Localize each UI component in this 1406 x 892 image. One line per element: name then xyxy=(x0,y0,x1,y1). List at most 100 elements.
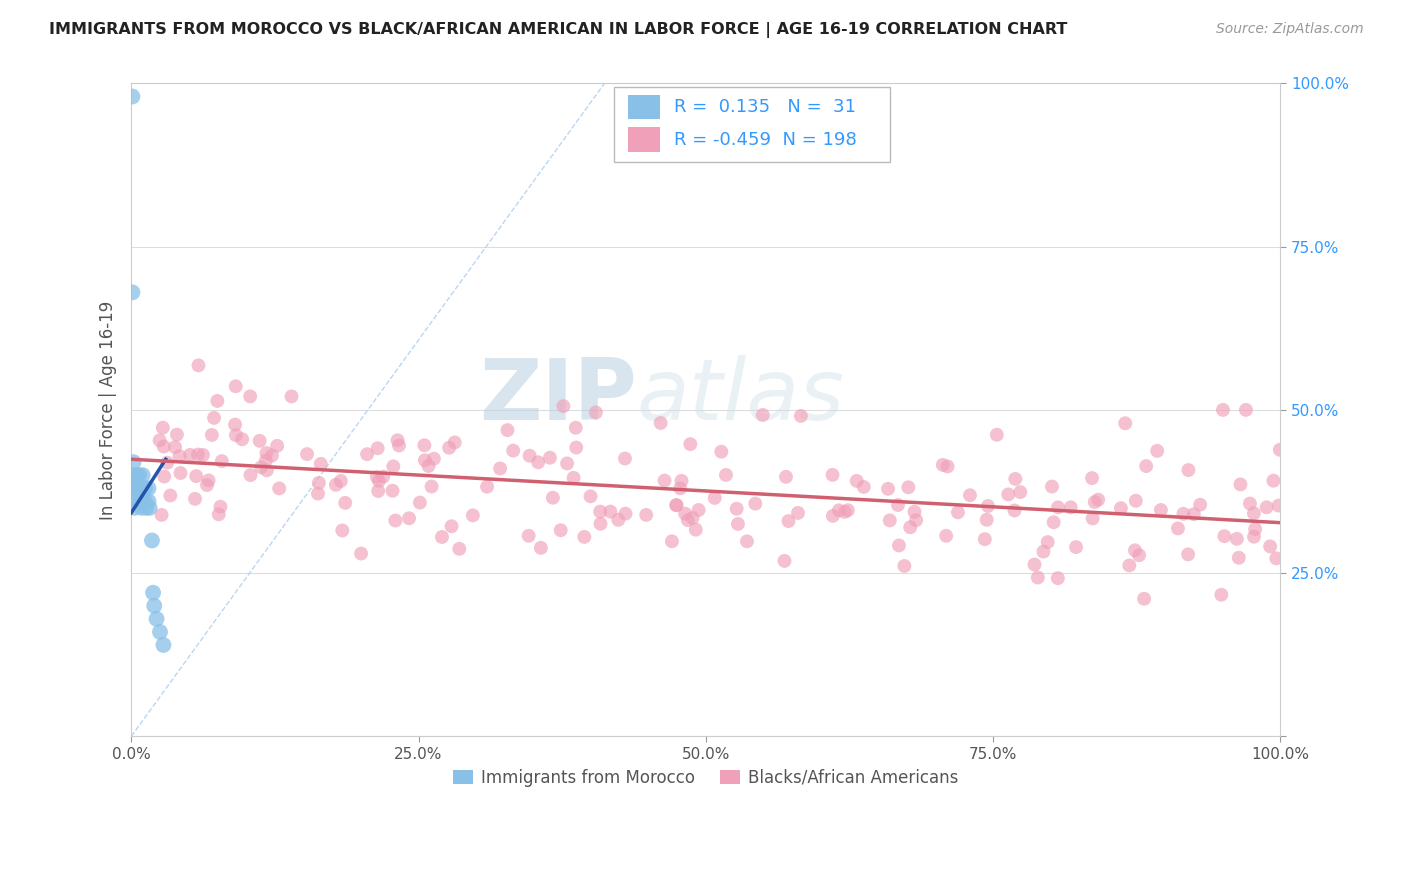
Point xyxy=(669,481,692,495)
Point xyxy=(787,506,810,520)
Point xyxy=(614,507,637,521)
Point xyxy=(256,463,278,477)
Point xyxy=(665,498,688,512)
Legend: Immigrants from Morocco, Blacks/African Americans: Immigrants from Morocco, Blacks/African … xyxy=(446,762,966,793)
Point xyxy=(1211,588,1233,602)
Point xyxy=(150,508,173,522)
Point xyxy=(725,501,748,516)
Point xyxy=(973,532,995,546)
Point xyxy=(125,481,148,495)
Point xyxy=(565,441,588,455)
Point xyxy=(897,480,920,494)
Point xyxy=(367,442,389,456)
Point xyxy=(330,524,353,538)
Point xyxy=(932,458,955,472)
Point xyxy=(1177,463,1199,477)
Bar xyxy=(627,95,659,120)
Point xyxy=(650,416,672,430)
Point xyxy=(636,508,658,522)
Point xyxy=(1167,521,1189,535)
Point xyxy=(209,500,232,514)
Point xyxy=(935,529,957,543)
Point xyxy=(129,494,152,508)
Point xyxy=(413,438,436,452)
Point xyxy=(1118,558,1140,573)
Point xyxy=(387,434,409,448)
FancyBboxPatch shape xyxy=(614,87,890,161)
Point xyxy=(201,428,224,442)
Point xyxy=(149,434,172,448)
Point xyxy=(1032,544,1054,558)
Point xyxy=(673,507,696,521)
Point xyxy=(134,481,156,495)
Point xyxy=(131,500,153,515)
Point xyxy=(125,481,148,495)
Point xyxy=(152,420,174,434)
Point xyxy=(149,624,172,639)
Point xyxy=(443,435,465,450)
Point xyxy=(688,503,710,517)
Point xyxy=(231,432,253,446)
Point xyxy=(821,508,844,523)
Point xyxy=(898,520,921,534)
Point xyxy=(751,408,773,422)
Point xyxy=(437,441,460,455)
Point xyxy=(1258,540,1281,554)
Point xyxy=(135,500,157,515)
Point xyxy=(550,523,572,537)
Point xyxy=(134,494,156,508)
Point xyxy=(420,479,443,493)
Point xyxy=(142,585,165,599)
Point xyxy=(138,481,160,495)
Point xyxy=(367,474,389,488)
Point xyxy=(676,513,699,527)
Point xyxy=(409,495,432,509)
Point xyxy=(121,89,143,103)
Point xyxy=(727,516,749,531)
Point xyxy=(197,474,219,488)
Point xyxy=(381,483,404,498)
Point xyxy=(250,460,273,475)
Point xyxy=(773,554,796,568)
Point xyxy=(124,494,146,508)
Point xyxy=(589,505,612,519)
Point xyxy=(1084,495,1107,509)
Point xyxy=(614,451,637,466)
Point xyxy=(1004,503,1026,517)
Point xyxy=(1042,516,1064,530)
Point xyxy=(423,451,446,466)
Point xyxy=(1212,403,1234,417)
Point xyxy=(156,456,179,470)
Point xyxy=(350,547,373,561)
Point xyxy=(475,480,498,494)
Point xyxy=(502,443,524,458)
Point xyxy=(986,427,1008,442)
Point xyxy=(208,508,231,522)
Point xyxy=(589,516,612,531)
Point xyxy=(122,455,145,469)
Point xyxy=(744,497,766,511)
Point xyxy=(388,438,411,452)
Point xyxy=(530,541,553,555)
Point xyxy=(845,474,868,488)
Point xyxy=(1189,498,1212,512)
Point xyxy=(249,434,271,448)
Point xyxy=(714,467,737,482)
Point xyxy=(893,559,915,574)
Point xyxy=(946,505,969,519)
Point xyxy=(1123,543,1146,558)
Point xyxy=(997,487,1019,501)
Point xyxy=(184,491,207,506)
Point xyxy=(187,448,209,462)
Point xyxy=(309,457,332,471)
Point xyxy=(553,399,575,413)
Point xyxy=(1114,417,1136,431)
Point xyxy=(959,488,981,502)
Point xyxy=(461,508,484,523)
Point xyxy=(125,468,148,483)
Point xyxy=(356,447,378,461)
Point xyxy=(977,499,1000,513)
Point xyxy=(211,454,233,468)
Point xyxy=(124,481,146,495)
Point xyxy=(129,481,152,495)
